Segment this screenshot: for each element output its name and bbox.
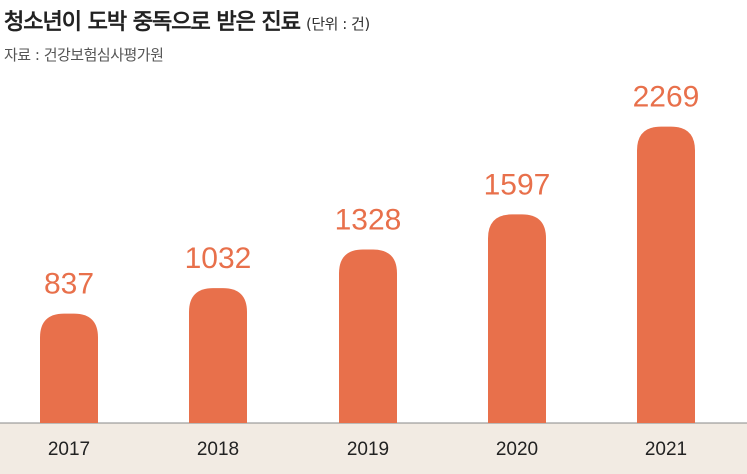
chart-title: 청소년이 도박 중독으로 받은 진료	[4, 10, 301, 35]
bars-group	[40, 126, 695, 424]
source-label: 자료 : 건강보험심사평가원	[4, 46, 164, 64]
x-tick-label-2021: 2021	[645, 439, 687, 460]
value-label-2019: 1328	[335, 204, 402, 237]
x-tick-label-2018: 2018	[197, 439, 239, 460]
unit-label: (단위 : 건)	[306, 15, 370, 33]
x-tick-label-2020: 2020	[496, 439, 538, 460]
bar-2021	[637, 126, 695, 424]
value-label-2018: 1032	[185, 242, 252, 275]
bar-2018	[189, 288, 247, 423]
value-label-2021: 2269	[633, 81, 700, 114]
bar-2019	[339, 249, 397, 423]
value-label-2017: 837	[44, 268, 94, 301]
x-tick-labels-group: 2017 2018 2019 2020 2021	[48, 439, 687, 460]
value-label-2020: 1597	[484, 168, 551, 201]
x-tick-label-2019: 2019	[347, 439, 389, 460]
bar-2017	[40, 313, 98, 423]
x-tick-label-2017: 2017	[48, 439, 90, 460]
bar-2020	[488, 214, 546, 423]
x-axis-band	[0, 423, 747, 474]
chart-title-row: 청소년이 도박 중독으로 받은 진료 (단위 : 건)	[4, 4, 370, 36]
value-labels-group: 837 1032 1328 1597 2269	[44, 81, 699, 301]
